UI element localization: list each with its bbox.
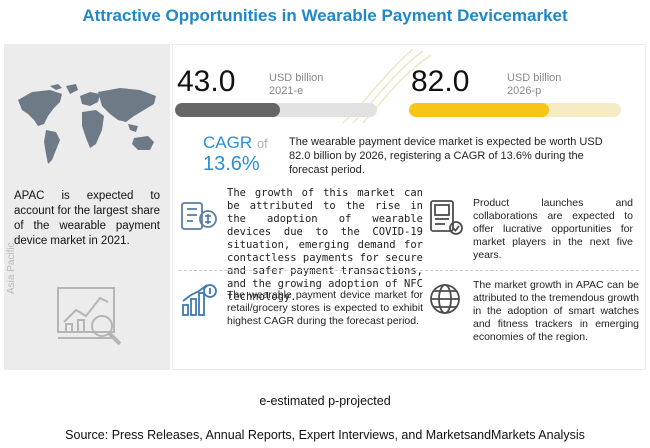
point-retail-text: The wearable payment device market for r… [227, 289, 423, 327]
metric-2021-year: 2021-e [269, 85, 304, 97]
apac-text: APAC is expected to account for the larg… [14, 190, 160, 247]
left-panel: APAC is expected to account for the larg… [4, 44, 170, 370]
page-title: Attractive Opportunities in Wearable Pay… [82, 6, 568, 25]
metric-2026-value: 82.0 [411, 65, 470, 98]
metric-2026-bar [409, 103, 621, 117]
point-product-text: Product launches and collaborations are … [473, 197, 633, 261]
metric-2021-value: 43.0 [177, 65, 236, 98]
metric-2026-year: 2026-p [507, 85, 542, 97]
cagr-of: of [256, 136, 268, 151]
retail-chart-icon [182, 284, 217, 316]
metric-2026-unit: USD billion [507, 72, 562, 84]
footnote: e-estimated p-projected [259, 394, 391, 408]
cagr-value: 13.6% [203, 153, 260, 175]
metric-2021-unit: USD billion [269, 72, 324, 84]
payment-growth-icon [181, 202, 217, 230]
point-growth-text: The growth of this market can be attribu… [227, 187, 423, 303]
globe-icon [430, 284, 460, 314]
product-launch-icon [430, 200, 463, 235]
cagr-label-text: CAGR [203, 133, 253, 152]
source: Source: Press Releases, Annual Reports, … [65, 428, 585, 442]
cagr-label: CAGR of [203, 133, 268, 153]
divider [425, 270, 639, 271]
analysis-chart-icon [57, 287, 122, 346]
right-panel: 43.0 USD billion 2021-e 82.0 USD billion… [172, 44, 646, 370]
metric-2021-bar [175, 103, 377, 117]
region-label: Asia Pacific [6, 242, 17, 294]
metric-2021-bar-fill [175, 103, 281, 117]
cagr-text: The wearable payment device market is ex… [289, 136, 603, 176]
divider [179, 270, 423, 271]
metric-2026-bar-fill [409, 103, 549, 117]
world-map-icon [18, 84, 156, 164]
point-apac-text: The market growth in APAC can be attribu… [473, 279, 639, 343]
